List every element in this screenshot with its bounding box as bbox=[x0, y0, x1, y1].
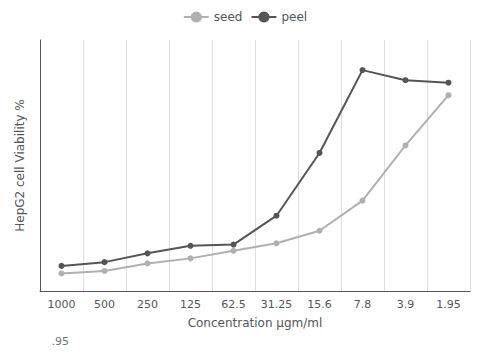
svg-text:.95: .95 bbox=[52, 335, 70, 348]
svg-text:7.8: 7.8 bbox=[354, 298, 372, 311]
svg-text:3.9: 3.9 bbox=[397, 298, 415, 311]
svg-text:250: 250 bbox=[137, 298, 158, 311]
svg-text:500: 500 bbox=[94, 298, 115, 311]
svg-text:Concentration µgm/ml: Concentration µgm/ml bbox=[188, 316, 323, 330]
svg-text:31.25: 31.25 bbox=[261, 298, 293, 311]
svg-text:1000: 1000 bbox=[48, 298, 76, 311]
svg-text:HepG2 cell Viability %: HepG2 cell Viability % bbox=[13, 99, 27, 232]
svg-text:125: 125 bbox=[180, 298, 201, 311]
svg-text:peel: peel bbox=[281, 10, 307, 24]
svg-text:62.5: 62.5 bbox=[221, 298, 246, 311]
svg-text:seed: seed bbox=[214, 10, 243, 24]
svg-text:1.95: 1.95 bbox=[436, 298, 461, 311]
svg-text:15.6: 15.6 bbox=[307, 298, 332, 311]
